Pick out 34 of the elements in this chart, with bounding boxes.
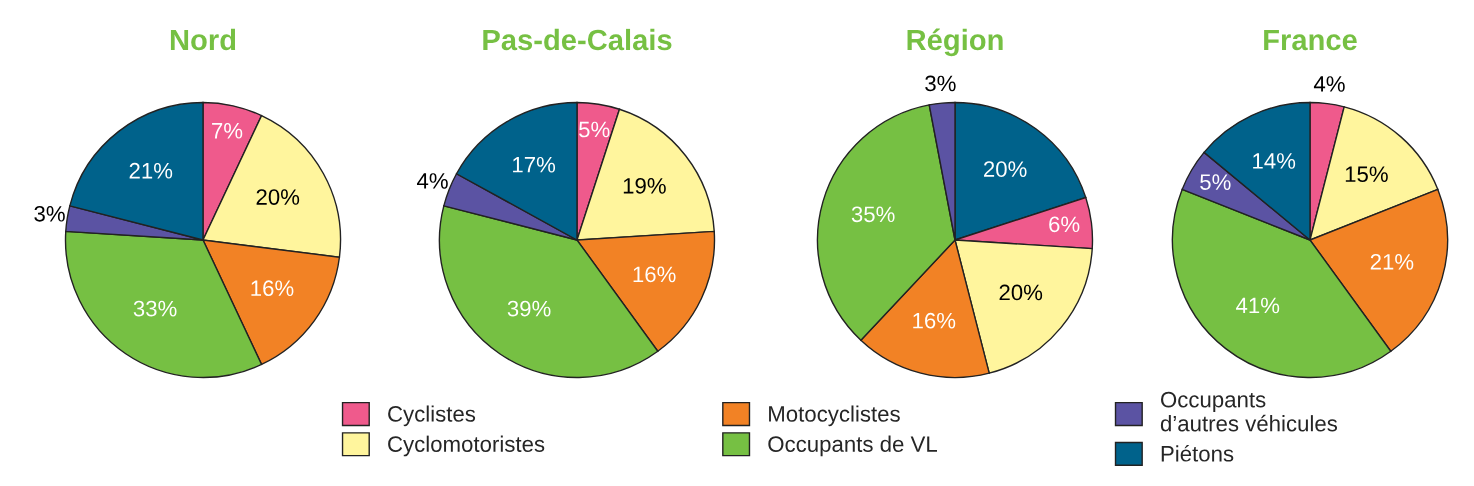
legend-label: Motocyclistes	[769, 405, 900, 427]
data-label: 21%	[1370, 254, 1414, 270]
legend-label: Cyclomotoristes	[388, 435, 545, 457]
data-label: 16%	[633, 266, 676, 283]
data-label: 21%	[129, 162, 173, 179]
chart-title: Nord	[170, 28, 236, 51]
data-label: 35%	[851, 206, 895, 223]
legend-label: Piétons	[1161, 445, 1234, 462]
data-label: 16%	[251, 280, 294, 297]
data-label: 20%	[983, 161, 1027, 177]
chart-title: Région	[907, 28, 1003, 57]
data-label: 5%	[1200, 174, 1231, 190]
data-label: 41%	[1236, 297, 1280, 314]
legend-label: Occupants de VL	[768, 435, 937, 457]
data-label: 15%	[1345, 166, 1388, 183]
data-label: 20%	[999, 284, 1043, 301]
data-label: 17%	[513, 156, 556, 173]
data-label: 14%	[1253, 153, 1296, 169]
data-label: 16%	[913, 312, 956, 329]
data-label: 4%	[1313, 76, 1345, 92]
data-label: 33%	[133, 300, 177, 317]
data-label: 39%	[507, 300, 551, 317]
data-label: 5%	[579, 121, 610, 138]
legend-label: Cyclistes	[388, 405, 476, 427]
data-label: 3%	[925, 75, 956, 92]
chart-title: France	[1264, 29, 1357, 51]
data-label: 4%	[416, 173, 448, 189]
data-label: 19%	[623, 177, 666, 194]
legend-label: Occupants d’autres véhicules	[1160, 391, 1338, 432]
data-label: 3%	[34, 205, 65, 222]
data-label: 20%	[256, 189, 300, 205]
data-label: 6%	[1049, 216, 1080, 233]
data-label: 7%	[212, 122, 243, 139]
chart-title: Pas-de-Calais	[483, 28, 672, 51]
